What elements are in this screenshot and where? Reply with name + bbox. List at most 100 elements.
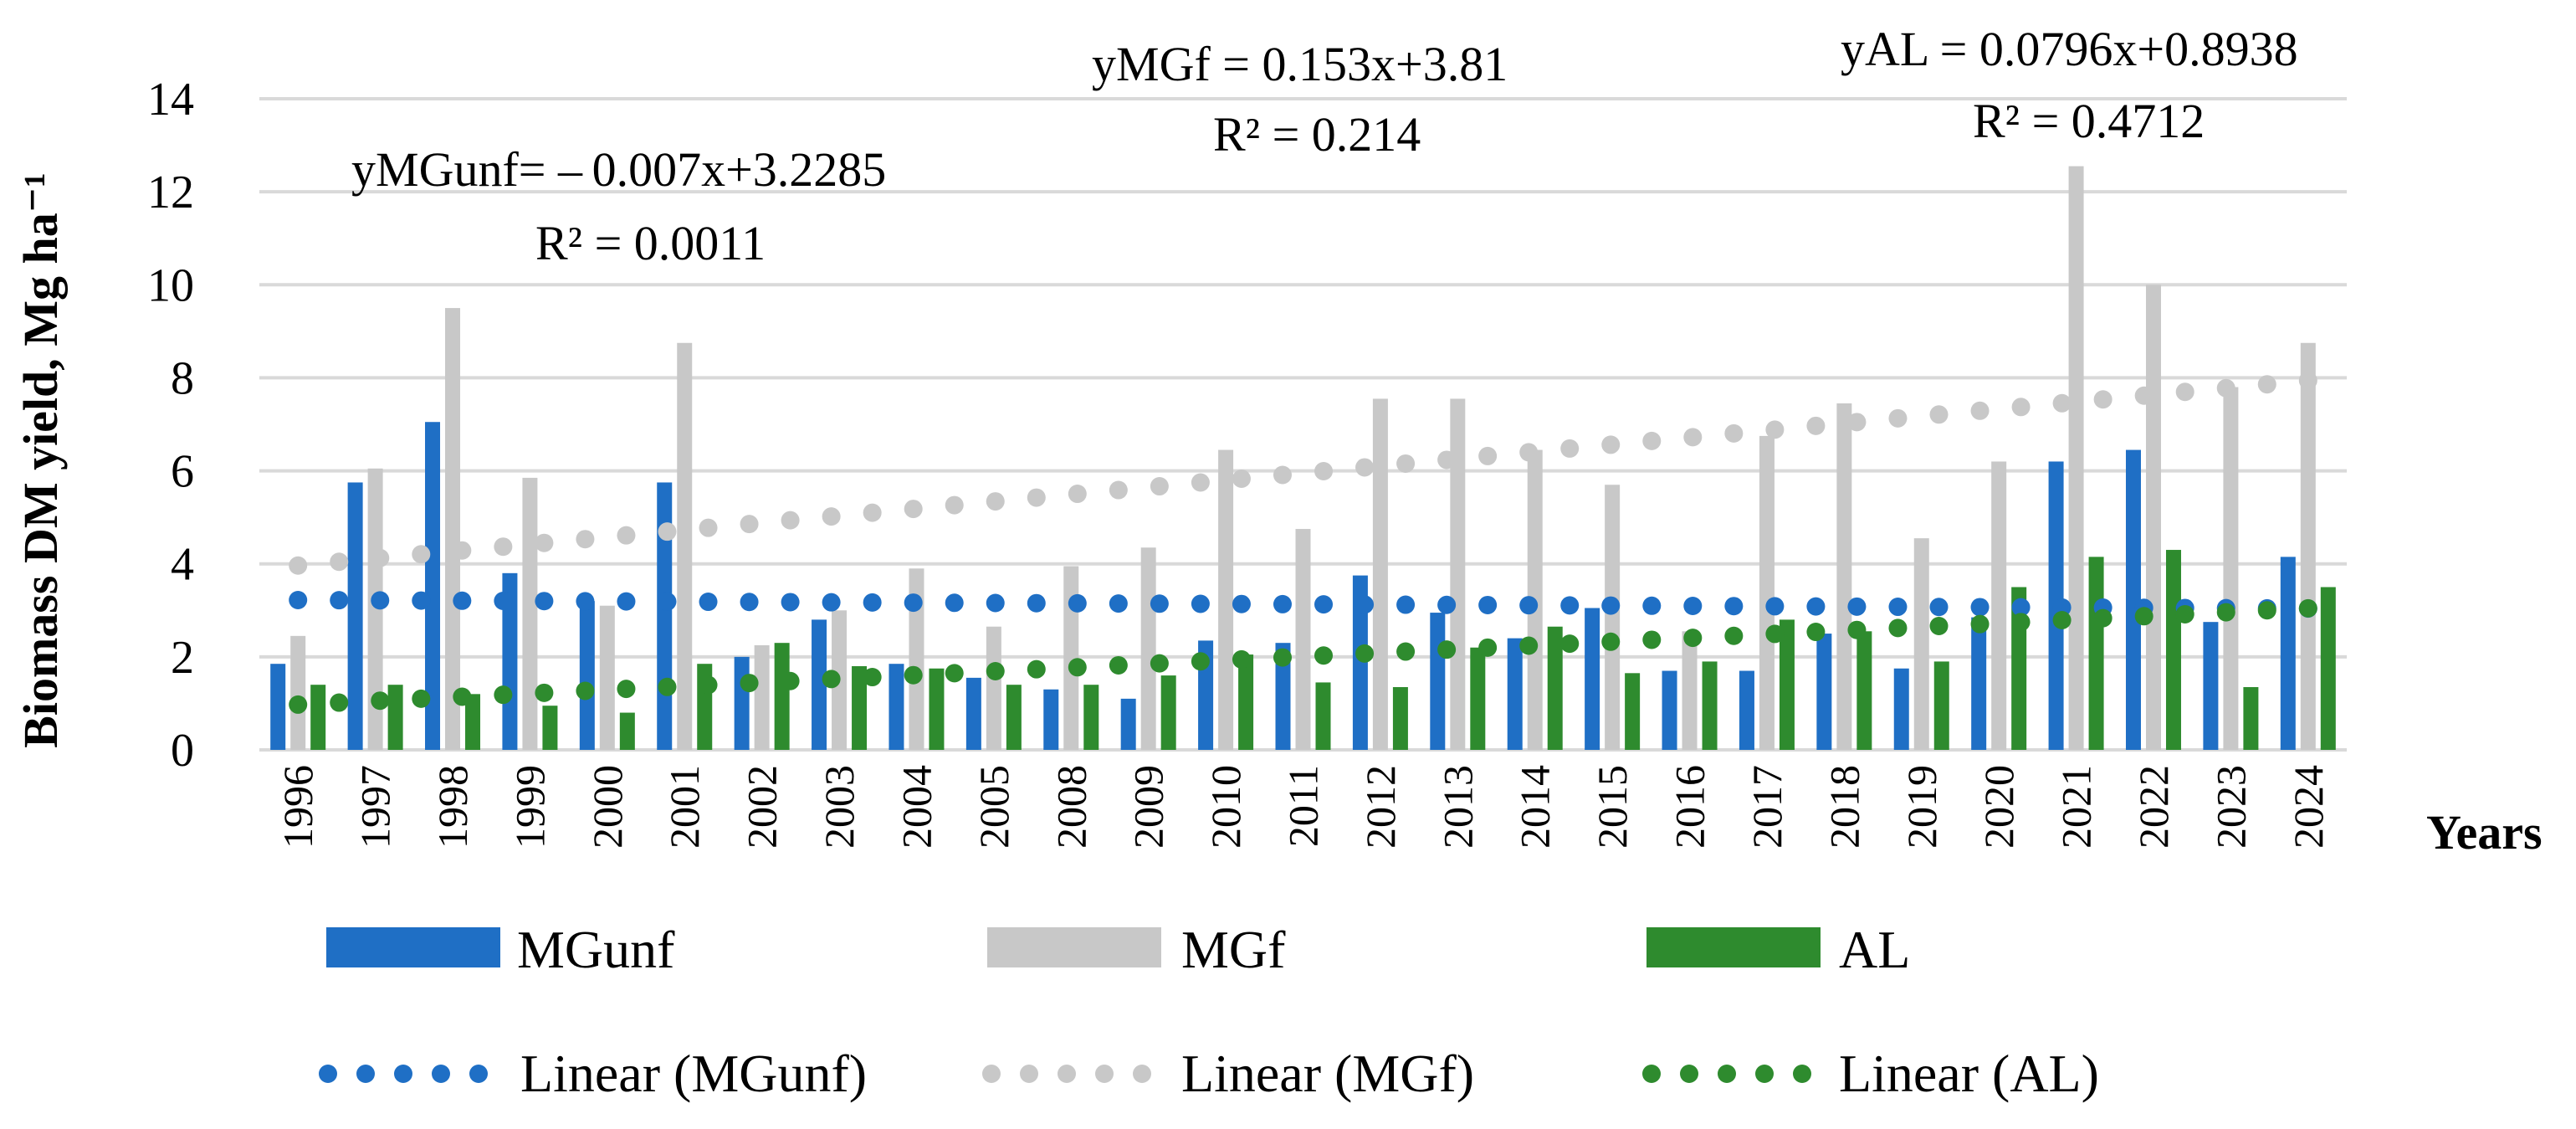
bar-mgf-2024 bbox=[2300, 342, 2316, 750]
x-tick-label: 2017 bbox=[1744, 765, 1790, 849]
trend-dot bbox=[1970, 401, 1990, 420]
x-axis-ticks: 1996 1997 1998 1999 2000 2001 2002 2003 2004 2005… bbox=[274, 765, 2332, 849]
trend-dot bbox=[2134, 607, 2153, 626]
bar-mgunf-2012 bbox=[1352, 575, 1368, 750]
trend-dot bbox=[617, 526, 636, 545]
x-tick-label: 2005 bbox=[970, 765, 1017, 849]
trend-dot bbox=[658, 592, 677, 611]
trend-dot bbox=[1068, 485, 1087, 504]
trend-dot bbox=[1847, 597, 1867, 616]
trend-dot bbox=[2052, 393, 2072, 413]
trend-dot bbox=[945, 664, 964, 683]
trend-dot bbox=[576, 592, 595, 611]
bar-al-2008 bbox=[1083, 685, 1099, 750]
bar-al-2009 bbox=[1160, 675, 1176, 750]
trend-dot bbox=[453, 591, 472, 610]
trend-dot bbox=[1724, 626, 1744, 645]
bar-mgf-2013 bbox=[1450, 398, 1466, 750]
trend-dot bbox=[1724, 423, 1744, 443]
bar-mgf-2011 bbox=[1295, 529, 1311, 750]
x-tick-label: 2019 bbox=[1898, 765, 1945, 849]
bar-mgunf-2009 bbox=[1120, 698, 1136, 750]
trend-dot bbox=[1191, 652, 1210, 671]
x-tick-label: 2015 bbox=[1589, 765, 1636, 849]
trend-dot bbox=[1396, 454, 1416, 473]
equation-mgf: yMGf = 0.153x+3.81 bbox=[1092, 37, 1508, 91]
x-tick-label: 2002 bbox=[739, 765, 786, 849]
trend-dot bbox=[986, 662, 1005, 681]
trend-dot bbox=[2298, 598, 2317, 618]
bar-al-2023 bbox=[2243, 686, 2259, 750]
trend-dot bbox=[1437, 595, 1457, 614]
trend-dot bbox=[330, 591, 349, 610]
trend-dot bbox=[781, 511, 800, 530]
bar-mgunf-2024 bbox=[2280, 557, 2296, 750]
legend: MGunf MGf AL Linear (MGunf) Linear (MGf)… bbox=[319, 920, 2099, 1103]
trend-dot bbox=[2298, 371, 2317, 390]
trend-dot bbox=[1273, 594, 1292, 613]
trend-dot bbox=[1232, 470, 1251, 489]
r2-mgunf: R² = 0.0011 bbox=[535, 216, 766, 270]
y-tick-label: 0 bbox=[171, 725, 194, 777]
trend-dot bbox=[289, 695, 308, 714]
bar-mgf-2018 bbox=[1836, 403, 1852, 750]
bar-mgf-2015 bbox=[1605, 485, 1621, 750]
trend-dot bbox=[1929, 405, 1949, 424]
trend-dot bbox=[1273, 648, 1292, 667]
trend-dot bbox=[1068, 593, 1087, 613]
bar-al-2012 bbox=[1392, 686, 1408, 750]
trend-dot bbox=[1068, 658, 1087, 677]
trend-dot bbox=[1970, 614, 1990, 634]
x-tick-label: 1998 bbox=[429, 765, 476, 849]
legend-dot bbox=[319, 1065, 337, 1083]
trend-dot bbox=[1683, 428, 1703, 447]
bar-mgunf-2015 bbox=[1585, 608, 1600, 750]
trend-dot bbox=[2011, 613, 2031, 632]
bar-mgunf-2020 bbox=[1971, 617, 1987, 750]
bar-mgf-2008 bbox=[1063, 566, 1079, 750]
trend-dot bbox=[740, 674, 759, 693]
x-tick-label: 1999 bbox=[506, 765, 553, 849]
trend-dot bbox=[2052, 610, 2072, 629]
bar-mgf-1996 bbox=[290, 635, 306, 750]
legend-dots-al bbox=[1642, 1065, 1811, 1083]
legend-dot bbox=[1755, 1065, 1774, 1083]
legend-dot bbox=[1718, 1065, 1736, 1083]
trend-dot bbox=[1396, 595, 1416, 614]
x-tick-label: 2018 bbox=[1821, 765, 1867, 849]
x-tick-label: 2013 bbox=[1434, 765, 1481, 849]
trend-dot bbox=[1150, 594, 1169, 613]
trend-dot bbox=[1314, 646, 1334, 665]
legend-dot bbox=[356, 1065, 375, 1083]
bar-al-2010 bbox=[1238, 654, 1254, 750]
trend-dot bbox=[1232, 649, 1251, 669]
trend-dot bbox=[2052, 598, 2072, 617]
trend-dot bbox=[371, 548, 390, 567]
x-tick-label: 1997 bbox=[352, 765, 399, 849]
trend-dot bbox=[1027, 593, 1046, 613]
trend-dot bbox=[2093, 390, 2113, 409]
x-tick-label: 2008 bbox=[1047, 765, 1094, 849]
trend-dot bbox=[1355, 458, 1375, 477]
legend-swatch-al bbox=[1646, 927, 1821, 967]
bar-al-1999 bbox=[542, 706, 558, 750]
bar-al-2005 bbox=[1006, 685, 1022, 750]
bar-al-2024 bbox=[2320, 587, 2336, 750]
trend-dot bbox=[2216, 378, 2235, 398]
trend-dot bbox=[986, 593, 1005, 613]
x-tick-label: 2003 bbox=[816, 765, 863, 849]
trend-dot bbox=[1150, 654, 1169, 673]
trend-dot bbox=[1027, 488, 1046, 507]
trend-dot bbox=[576, 681, 595, 700]
bar-mgf-2004 bbox=[909, 568, 924, 750]
x-tick-label: 2011 bbox=[1280, 765, 1327, 847]
bar-mgunf-2022 bbox=[2125, 449, 2141, 750]
trendline-mgf bbox=[289, 371, 2317, 575]
trend-dot bbox=[1314, 595, 1334, 614]
x-tick-label: 1996 bbox=[274, 765, 321, 849]
trend-dot bbox=[822, 670, 841, 689]
trend-dot bbox=[904, 500, 923, 519]
legend-dot bbox=[1793, 1065, 1811, 1083]
trend-dot bbox=[535, 533, 554, 552]
